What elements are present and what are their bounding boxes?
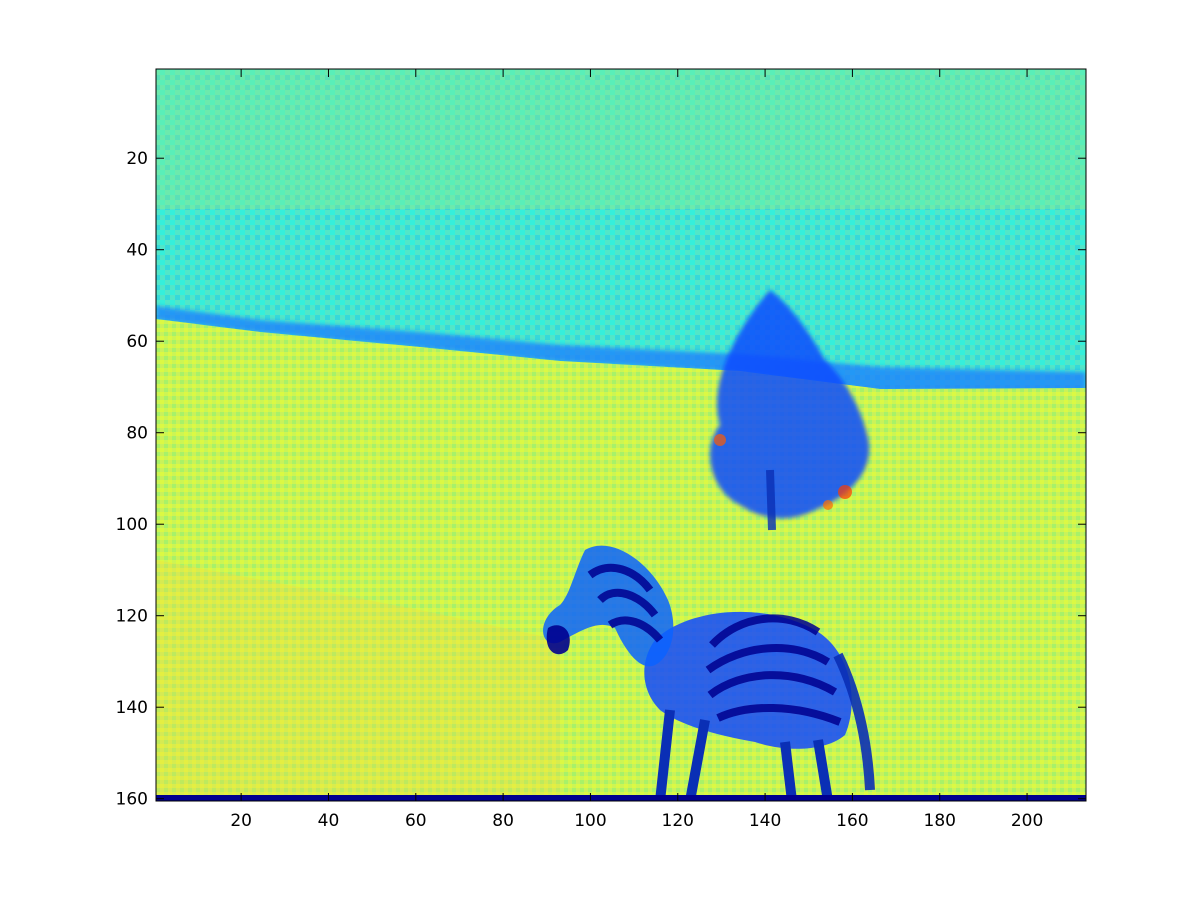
- image-heatmap: [156, 69, 1086, 801]
- tree: [710, 290, 870, 531]
- x-axis: 20 40 60 80 100 120 140 160 180 200: [230, 69, 1043, 831]
- x-tick-label: 180: [924, 811, 956, 831]
- treeline-band: [156, 306, 1086, 392]
- zebra: [543, 545, 875, 801]
- tree-trunk: [766, 469, 776, 531]
- x-tick-label: 160: [836, 811, 868, 831]
- zebra-stripes: [587, 563, 842, 726]
- x-tick-label: 80: [492, 811, 514, 831]
- x-tick-label: 40: [318, 811, 340, 831]
- zebra-muzzle: [546, 625, 570, 655]
- y-tick-label: 40: [126, 241, 148, 261]
- tree-canopy: [710, 290, 870, 519]
- field-warm-tint: [156, 560, 560, 801]
- upper-sky-tint: [156, 69, 1086, 209]
- zebra-leg: [813, 739, 833, 801]
- y-tick-label: 160: [116, 790, 148, 810]
- zebra-tail: [833, 652, 875, 791]
- y-tick-label: 60: [126, 332, 148, 352]
- x-tick-label: 20: [230, 811, 252, 831]
- x-tick-label: 120: [662, 811, 694, 831]
- zebra-leg: [655, 709, 675, 801]
- axes-frame: [155, 68, 1087, 802]
- y-tick-label: 120: [116, 607, 148, 627]
- zebra-leg: [780, 741, 797, 801]
- y-tick-label: 80: [126, 424, 148, 444]
- y-tick-label: 140: [116, 698, 148, 718]
- tree-highlight: [823, 500, 833, 510]
- tree-highlight: [838, 485, 852, 499]
- y-tick-label: 100: [116, 515, 148, 535]
- x-tick-label: 100: [574, 811, 606, 831]
- x-tick-label: 60: [405, 811, 427, 831]
- y-tick-label: 20: [126, 149, 148, 169]
- bottom-strip: [156, 795, 1086, 801]
- x-tick-label: 200: [1011, 811, 1043, 831]
- tree-highlight: [714, 434, 726, 446]
- zebra-leg: [685, 719, 710, 801]
- x-tick-label: 140: [749, 811, 781, 831]
- y-axis: 20 40 60 80 100 120 140 160: [116, 149, 1086, 810]
